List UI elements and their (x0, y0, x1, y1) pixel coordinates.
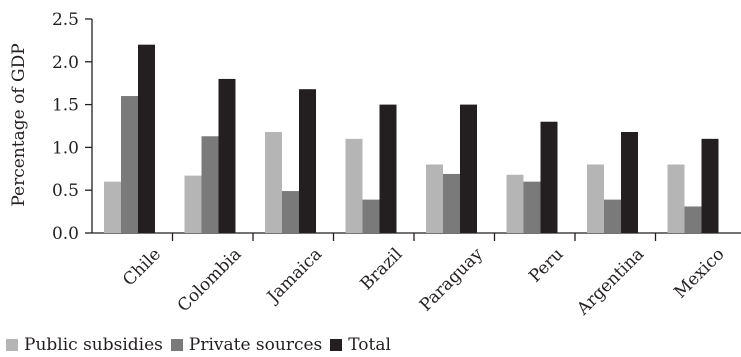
bar-chart: 0.0 0.5 1.0 1.5 2.0 2.5 Chile Colombia Jamaica B… (9, 10, 741, 320)
bar-total-chile (138, 44, 155, 234)
legend-swatch (330, 339, 343, 351)
bar-private-sources-jamaica (282, 191, 299, 233)
bar-total-colombia (218, 78, 236, 233)
x-category-label: Brazil (357, 244, 407, 294)
bar-public-subsidies-paraguay (426, 164, 443, 233)
bar-public-subsidies-colombia (184, 175, 202, 233)
bar-private-sources-argentina (604, 199, 621, 233)
y-axis: 0.0 0.5 1.0 1.5 2.0 2.5 (52, 10, 93, 244)
legend-swatch (6, 339, 18, 351)
legend-label: Total (348, 335, 391, 355)
y-tick-label: 2.0 (52, 53, 79, 73)
bar-public-subsidies-argentina (587, 164, 604, 233)
bar-public-subsidies-jamaica (265, 131, 282, 233)
bar-private-sources-peru (523, 181, 541, 233)
x-category-label: Peru (525, 244, 567, 286)
bar-total-argentina (621, 131, 638, 233)
legend-label: Public subsidies (24, 335, 163, 355)
bar-total-paraguay (460, 104, 477, 233)
bar-public-subsidies-brazil (345, 138, 363, 233)
legend-label: Private sources (188, 335, 323, 355)
x-category-label: Chile (119, 244, 165, 290)
bar-private-sources-brazil (362, 199, 380, 233)
bar-total-peru (540, 121, 558, 233)
bar-private-sources-chile (121, 96, 138, 233)
bar-public-subsidies-chile (104, 181, 121, 233)
bar-total-brazil (379, 104, 397, 233)
x-category-label: Argentina (573, 244, 648, 319)
y-axis-title: Percentage of GDP (9, 43, 29, 206)
bar-total-mexico (701, 138, 719, 233)
bars (104, 44, 719, 234)
y-tick-label: 0.5 (52, 181, 79, 201)
y-tick-label: 1.5 (52, 96, 79, 116)
bar-private-sources-paraguay (443, 173, 460, 233)
bar-public-subsidies-mexico (667, 164, 685, 233)
y-tick-label: 0.0 (52, 224, 79, 244)
legend-swatch (170, 339, 183, 351)
bar-private-sources-mexico (684, 206, 702, 233)
legend-item: Public subsidies (6, 335, 163, 355)
x-category-label: Jamaica (262, 244, 326, 308)
bar-public-subsidies-peru (506, 174, 524, 233)
y-tick-label: 1.0 (52, 138, 79, 158)
legend-item: Private sources (170, 335, 323, 355)
x-category-label: Mexico (670, 244, 728, 302)
x-category-label: Paraguay (416, 244, 487, 315)
legend: Public subsidies Private sources Total (6, 335, 399, 355)
bar-private-sources-colombia (201, 136, 219, 233)
y-tick-label: 2.5 (52, 10, 79, 30)
x-category-label: Colombia (174, 244, 246, 316)
x-axis: Chile Colombia Jamaica Brazil Paraguay Peru Ar… (92, 232, 741, 320)
bar-total-jamaica (299, 89, 316, 233)
legend-item: Total (330, 335, 391, 355)
